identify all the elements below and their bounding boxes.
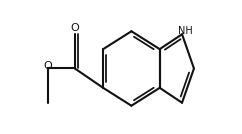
Text: O: O	[44, 61, 53, 71]
Text: NH: NH	[178, 26, 193, 36]
Text: O: O	[70, 23, 79, 33]
